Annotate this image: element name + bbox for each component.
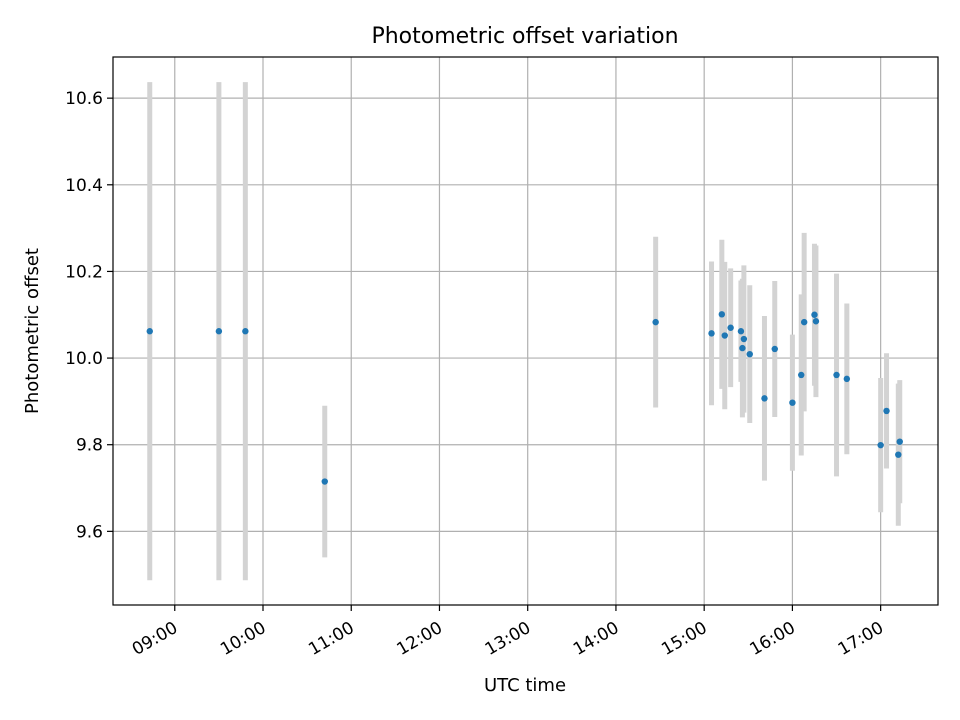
- data-point: [771, 345, 778, 353]
- y-axis-label: Photometric offset: [22, 248, 43, 414]
- data-point: [708, 330, 715, 337]
- data-point: [798, 371, 805, 379]
- data-point: [800, 318, 808, 326]
- chart-title: Photometric offset variation: [371, 24, 678, 49]
- plot-frame: [112, 56, 939, 606]
- x-axis-label: UTC time: [484, 675, 566, 696]
- data-point: [833, 371, 840, 379]
- x-tick-label: 13:00: [482, 618, 534, 660]
- data-point: [721, 332, 728, 339]
- data-point: [739, 344, 746, 352]
- data-point: [789, 399, 796, 406]
- data-point: [811, 311, 818, 318]
- y-axis-ticks: 9.6 9.8 10.0 10.2 10.4 10.6: [65, 89, 113, 542]
- data-point: [761, 395, 768, 402]
- x-tick-label: 11:00: [305, 618, 357, 660]
- x-tick-label: 10:00: [217, 618, 269, 660]
- data-points: [146, 311, 903, 485]
- data-point: [843, 375, 851, 383]
- data-point: [895, 451, 902, 458]
- data-point: [146, 328, 153, 335]
- data-point: [321, 478, 328, 485]
- data-point: [746, 350, 753, 358]
- x-tick-label: 17:00: [835, 618, 887, 660]
- y-tick-label: 10.6: [65, 89, 103, 109]
- y-tick-label: 10.2: [65, 262, 103, 282]
- data-point: [652, 318, 659, 326]
- data-point: [737, 328, 745, 335]
- y-tick-label: 9.6: [76, 522, 103, 542]
- x-tick-label: 15:00: [658, 618, 710, 660]
- error-bars: [147, 82, 903, 581]
- data-point: [215, 328, 223, 335]
- x-tick-label: 09:00: [129, 618, 181, 660]
- x-tick-label: 12:00: [394, 618, 446, 660]
- data-point: [883, 407, 890, 415]
- y-tick-label: 10.4: [65, 176, 103, 196]
- data-point: [877, 441, 884, 449]
- data-point: [242, 328, 249, 335]
- data-point: [812, 318, 820, 325]
- data-point: [740, 335, 748, 343]
- data-point: [727, 324, 734, 331]
- y-tick-label: 10.0: [65, 349, 103, 369]
- x-axis-ticks: 09:00 10:00 11:00 12:00 13:00 14:00 15:00 16:00…: [129, 605, 887, 660]
- y-tick-label: 9.8: [76, 436, 103, 456]
- grid-lines: [113, 57, 938, 605]
- x-tick-label: 16:00: [746, 618, 798, 660]
- x-tick-label: 14:00: [570, 618, 622, 660]
- data-point: [896, 438, 903, 445]
- data-point: [718, 311, 726, 318]
